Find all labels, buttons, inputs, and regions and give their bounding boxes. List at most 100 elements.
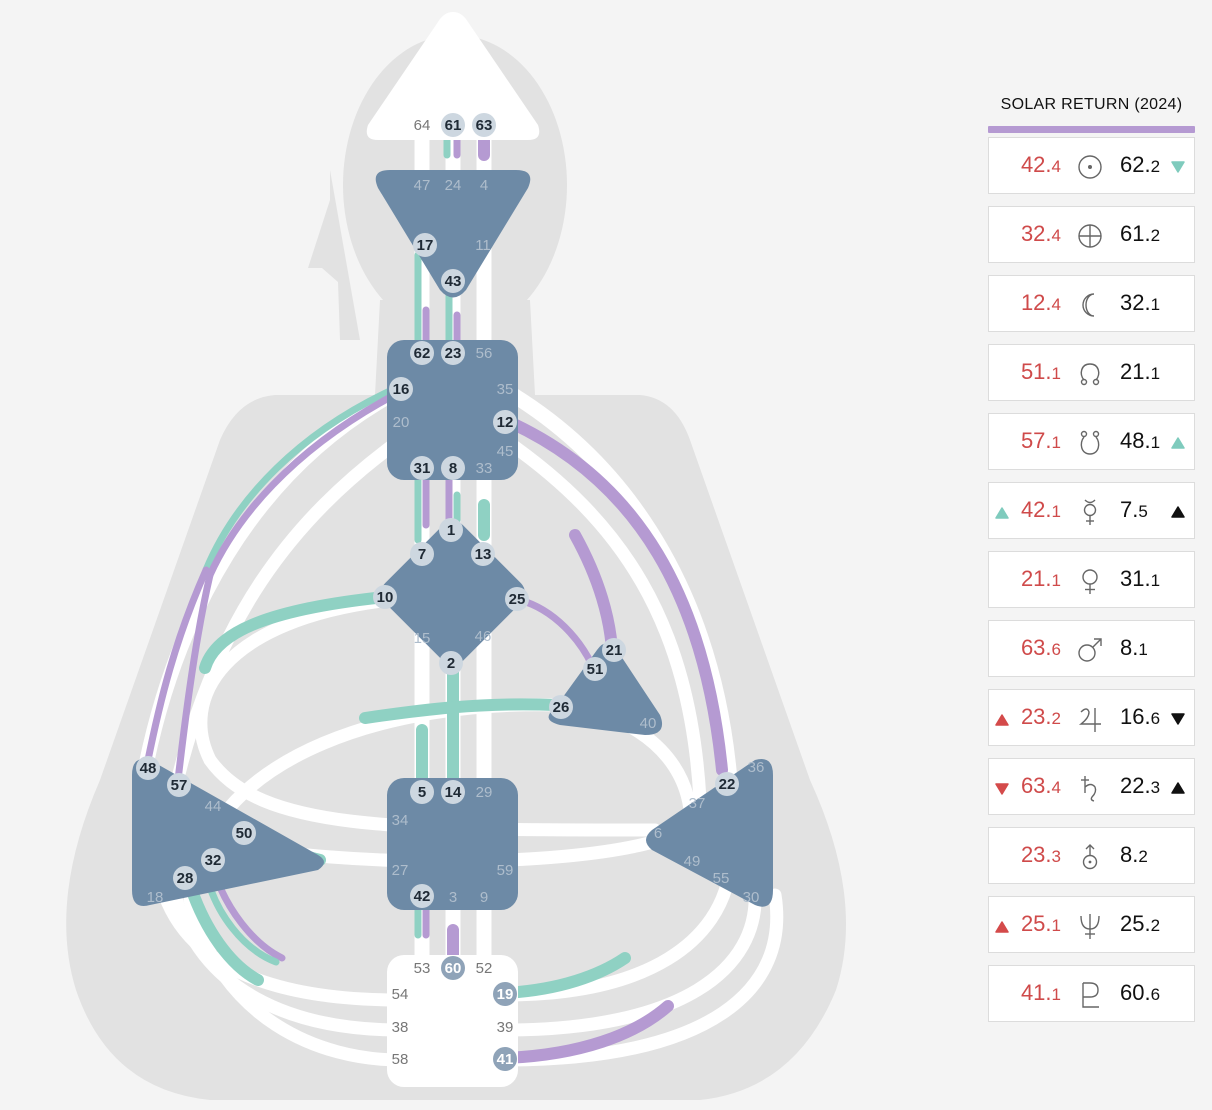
gate-27: 27 — [392, 862, 409, 879]
planet-row[interactable]: 21.1 31.1 — [988, 551, 1195, 608]
gate-number: 25 — [509, 591, 526, 608]
design-activation: 42.4 — [1020, 152, 1061, 177]
personality-activation: 16.6 — [1120, 704, 1161, 729]
venus-icon — [1075, 566, 1105, 596]
gate-circle — [441, 780, 465, 804]
gate-number: 40 — [640, 715, 657, 732]
gate-number: 31 — [414, 460, 431, 477]
planet-row[interactable]: 51.1 21.1 — [988, 344, 1195, 401]
gate-circle — [471, 542, 495, 566]
gate-4: 4 — [480, 177, 488, 194]
planet-row[interactable]: 23.2 16.6 — [988, 689, 1195, 746]
root-center — [387, 955, 518, 1087]
gate-number: 9 — [480, 889, 488, 906]
gate-number: 14 — [445, 784, 462, 801]
gate-49: 49 — [684, 853, 701, 870]
gate-29: 29 — [476, 784, 493, 801]
gate-circle — [201, 848, 225, 872]
gate-36: 36 — [748, 759, 765, 776]
personality-activation: 8.1 — [1120, 635, 1148, 660]
planet-row[interactable]: 23.3 8.2 — [988, 827, 1195, 884]
personality-activation: 22.3 — [1120, 773, 1161, 798]
design-fixing-mark-icon — [995, 713, 1009, 731]
gate-circle — [232, 821, 256, 845]
gate-11: 11 — [475, 237, 491, 254]
gate-number: 27 — [392, 862, 409, 879]
design-activation: 42.1 — [1020, 497, 1061, 522]
gate-57: 57 — [167, 773, 191, 797]
gate-number: 7 — [418, 546, 426, 563]
mercury-icon — [1075, 497, 1105, 527]
gate-circle — [410, 780, 434, 804]
gate-circle — [136, 756, 160, 780]
gate-45: 45 — [497, 443, 514, 460]
personality-activation: 62.2 — [1120, 152, 1161, 177]
gate-51: 51 — [583, 657, 607, 681]
planet-row[interactable]: 42.1 7.5 — [988, 482, 1195, 539]
neptune-icon — [1075, 911, 1105, 941]
personality-fixing-mark-icon — [1171, 781, 1185, 799]
gate-number: 26 — [553, 699, 570, 716]
gate-56: 56 — [476, 345, 493, 362]
gate-37: 37 — [689, 795, 706, 812]
gate-number: 13 — [475, 546, 492, 563]
design-activation: 12.4 — [1020, 290, 1061, 315]
gate-number: 19 — [497, 986, 514, 1003]
sacral-center — [387, 778, 518, 910]
design-fixing-mark-icon — [995, 506, 1009, 524]
planet-row[interactable]: 63.4 22.3 — [988, 758, 1195, 815]
gate-number: 56 — [476, 345, 493, 362]
gate-8: 8 — [441, 456, 465, 480]
gate-62: 62 — [410, 341, 434, 365]
design-activation: 41.1 — [1020, 980, 1061, 1005]
gate-number: 53 — [414, 960, 431, 977]
sun-icon — [1075, 152, 1105, 182]
gate-33: 33 — [476, 460, 493, 477]
gate-number: 52 — [476, 960, 493, 977]
gate-number: 61 — [445, 117, 462, 134]
design-activation: 32.4 — [1020, 221, 1061, 246]
gate-22: 22 — [715, 772, 739, 796]
design-activation: 25.1 — [1020, 911, 1061, 936]
planet-row[interactable]: 42.4 62.2 — [988, 137, 1195, 194]
personality-activation: 61.2 — [1120, 221, 1161, 246]
planet-row[interactable]: 12.4 32.1 — [988, 275, 1195, 332]
gate-32: 32 — [201, 848, 225, 872]
gate-28: 28 — [173, 866, 197, 890]
planet-row[interactable]: 32.4 61.2 — [988, 206, 1195, 263]
south-node-icon — [1075, 428, 1105, 458]
personality-fixing-mark-icon — [1171, 712, 1185, 730]
planet-row[interactable]: 63.6 8.1 — [988, 620, 1195, 677]
planet-row[interactable]: 41.1 60.6 — [988, 965, 1195, 1022]
gate-7: 7 — [410, 542, 434, 566]
personality-activation: 32.1 — [1120, 290, 1161, 315]
gate-44: 44 — [205, 798, 222, 815]
gate-number: 54 — [392, 986, 409, 1003]
gate-number: 45 — [497, 443, 514, 460]
gate-circle — [373, 585, 397, 609]
gate-55: 55 — [713, 870, 730, 887]
planet-row[interactable]: 25.1 25.2 — [988, 896, 1195, 953]
design-activation: 63.4 — [1020, 773, 1061, 798]
gate-number: 50 — [236, 825, 253, 842]
personality-activation: 48.1 — [1120, 428, 1161, 453]
solar-plexus-center — [646, 759, 773, 907]
design-activation: 63.6 — [1020, 635, 1061, 660]
gate-number: 1 — [447, 522, 455, 539]
personality-fixing-mark-icon — [1171, 505, 1185, 523]
gate-54: 54 — [392, 986, 409, 1003]
gate-circle — [441, 269, 465, 293]
gate-number: 2 — [447, 655, 455, 672]
gate-number: 11 — [475, 237, 491, 254]
head-center — [366, 12, 540, 140]
gate-16: 16 — [389, 377, 413, 401]
gate-40: 40 — [640, 715, 657, 732]
planet-row[interactable]: 57.1 48.1 — [988, 413, 1195, 470]
gate-63: 63 — [472, 113, 496, 137]
gate-39: 39 — [497, 1019, 514, 1036]
gate-5: 5 — [410, 780, 434, 804]
gate-number: 44 — [205, 798, 222, 815]
personality-fixing-mark-icon — [1171, 160, 1185, 178]
gate-38: 38 — [392, 1019, 409, 1036]
panel-accent-bar — [988, 126, 1195, 133]
